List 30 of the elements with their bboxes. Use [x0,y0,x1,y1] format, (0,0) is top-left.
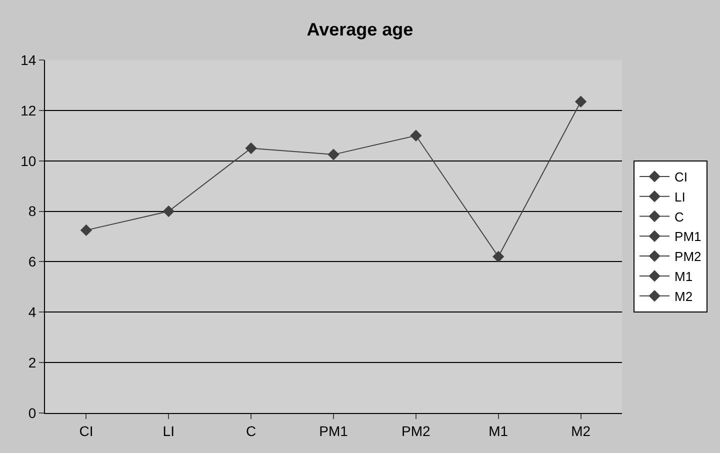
legend-label: LI [674,189,686,204]
legend-label: C [674,209,684,224]
x-tick-label: PM1 [319,422,348,439]
legend-label: M2 [674,288,693,304]
x-tick-label: C [246,422,256,439]
x-tick-label: CI [79,422,94,439]
point [80,224,92,236]
y-tick-label: 12 [20,102,36,118]
y-tick-label: 6 [28,254,36,270]
legend-label: M1 [674,269,693,284]
x-tick-label: LI [162,422,174,439]
y-tick-label: 2 [28,354,36,370]
point [162,205,174,218]
legend-label: CI [674,170,688,185]
y-tick-label: 14 [20,52,36,68]
y-tick-label: 10 [20,152,36,169]
point [574,96,587,108]
y-tick-label: 8 [28,203,36,220]
point [410,130,422,142]
x-tick-label: PM2 [402,422,431,439]
y-tick-label: 4 [28,304,36,320]
point [492,250,504,263]
y-tick-label: 0 [28,404,36,421]
x-tick-label: M1 [488,422,508,439]
legend-label: PM1 [674,229,702,244]
chart-title: Average age [306,19,414,40]
point [245,142,257,154]
legend-label: PM2 [674,249,702,264]
x-tick-label: M2 [571,422,591,439]
point [328,148,340,160]
